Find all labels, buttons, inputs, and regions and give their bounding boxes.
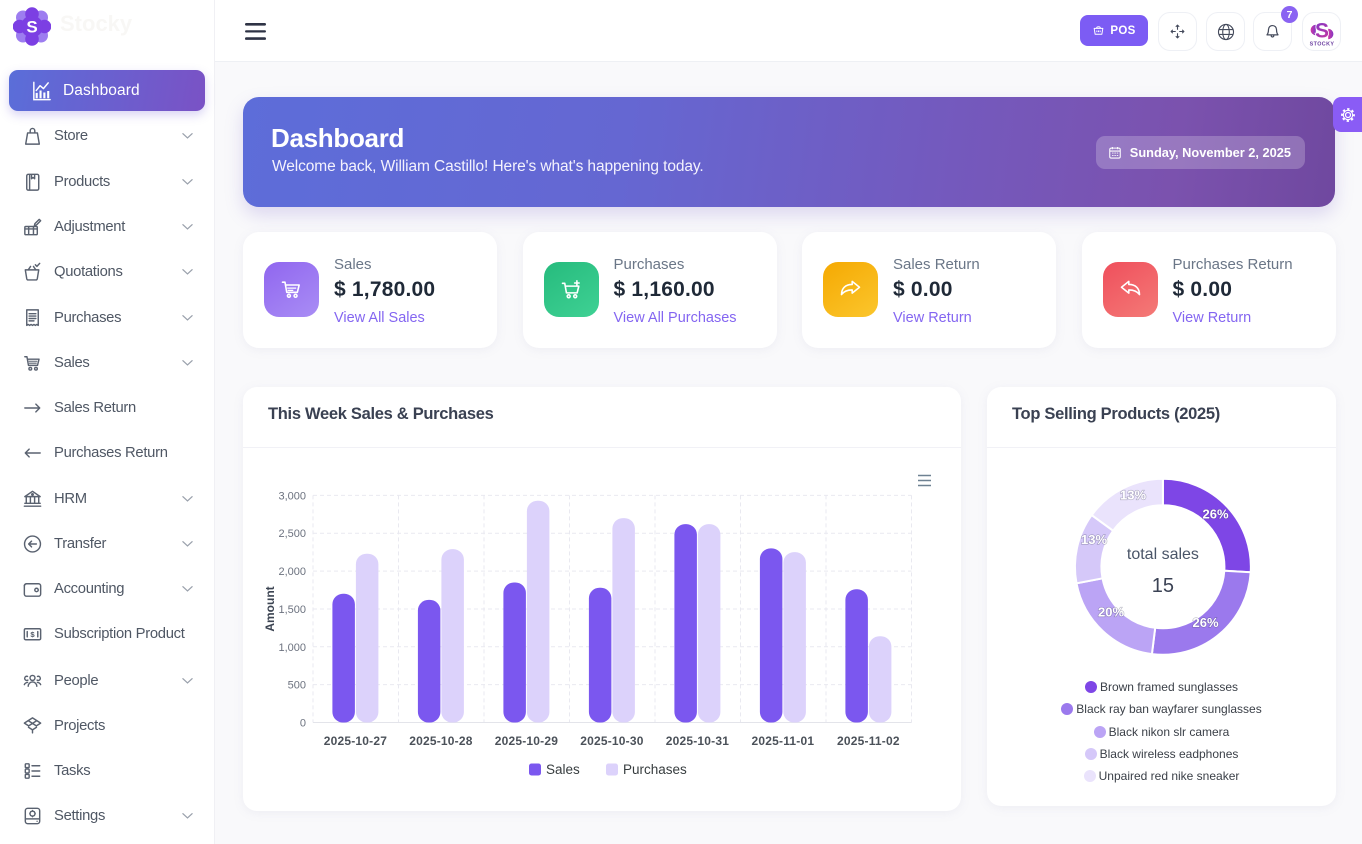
svg-text:2025-10-27: 2025-10-27 [324, 734, 388, 748]
svg-text:Amount: Amount [263, 586, 277, 631]
svg-text:Purchases: Purchases [623, 762, 687, 777]
svg-text:1,500: 1,500 [278, 604, 306, 616]
svg-text:2025-10-31: 2025-10-31 [666, 734, 730, 748]
svg-text:2025-11-02: 2025-11-02 [837, 734, 900, 748]
svg-text:2025-11-01: 2025-11-01 [752, 734, 815, 748]
svg-text:2025-10-30: 2025-10-30 [580, 734, 644, 748]
svg-text:$: $ [30, 630, 35, 639]
svg-text:13%: 13% [1081, 532, 1107, 547]
svg-text:15: 15 [1152, 575, 1174, 597]
svg-text:1,000: 1,000 [278, 642, 306, 654]
svg-text:total sales: total sales [1127, 546, 1199, 563]
svg-text:2025-10-28: 2025-10-28 [409, 734, 473, 748]
svg-text:S: S [1314, 19, 1328, 42]
svg-text:3,000: 3,000 [278, 490, 306, 502]
svg-text:2025-10-29: 2025-10-29 [495, 734, 559, 748]
svg-text:Sales: Sales [546, 762, 580, 777]
svg-text:STOCKY: STOCKY [1309, 41, 1334, 47]
svg-text:13%: 13% [1120, 488, 1146, 503]
svg-text:2,000: 2,000 [278, 566, 306, 578]
svg-text:20%: 20% [1098, 605, 1124, 620]
svg-text:26%: 26% [1202, 507, 1228, 522]
svg-text:26%: 26% [1192, 615, 1218, 630]
svg-text:0: 0 [300, 718, 306, 730]
svg-text:2,500: 2,500 [278, 528, 306, 540]
svg-text:500: 500 [288, 680, 306, 692]
svg-text:S: S [26, 18, 37, 37]
